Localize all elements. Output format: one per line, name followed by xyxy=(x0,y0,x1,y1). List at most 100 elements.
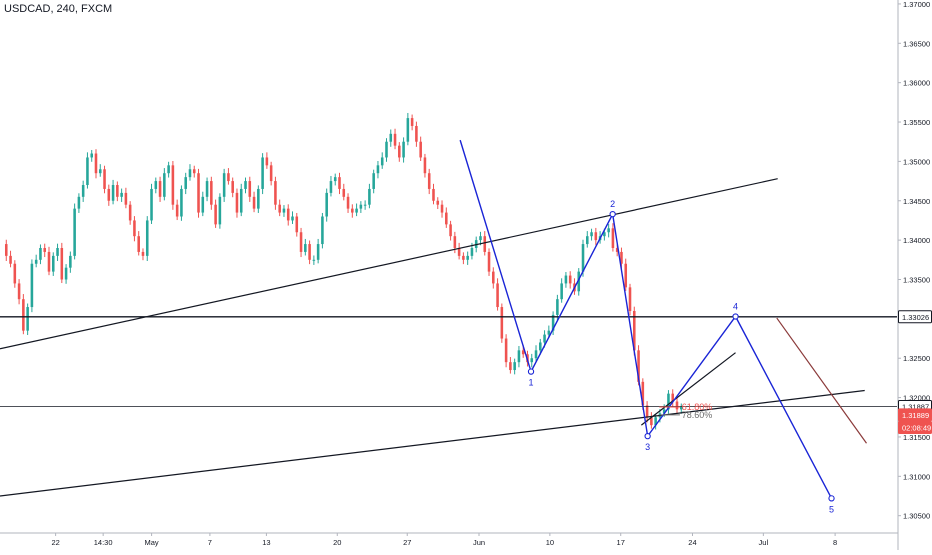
candle-body xyxy=(274,181,277,205)
candle-body xyxy=(150,188,153,221)
candle-body xyxy=(26,307,29,331)
candle-body xyxy=(158,181,162,197)
candle-body xyxy=(632,310,636,351)
candle-body xyxy=(107,188,111,201)
candle-body xyxy=(4,244,8,256)
time-tick-label: 13 xyxy=(262,538,270,547)
candle-body xyxy=(210,181,213,205)
candle-body xyxy=(393,133,397,146)
candle-body xyxy=(432,188,435,201)
price-axis-background xyxy=(898,0,932,550)
time-tick-label: 10 xyxy=(546,538,554,547)
candle-body xyxy=(611,228,615,248)
candle-body xyxy=(351,208,354,213)
candle-body xyxy=(440,204,444,213)
candle-body xyxy=(671,393,675,402)
time-tick-label: 14:30 xyxy=(94,538,113,547)
price-tick-label: 1.33500 xyxy=(903,275,930,284)
candle-body xyxy=(346,196,350,209)
candle-body xyxy=(257,188,260,209)
wave-point xyxy=(527,368,535,375)
candle-body xyxy=(261,157,264,189)
symbol-title: USDCAD, 240, FXCM xyxy=(4,3,113,15)
price-tick-label: 1.34500 xyxy=(903,197,930,206)
candle-body xyxy=(449,224,452,237)
candle-body xyxy=(457,247,461,256)
candle-body xyxy=(406,118,410,142)
candle-body xyxy=(410,118,414,126)
candle-body xyxy=(607,228,610,233)
candle-body xyxy=(645,405,649,418)
price-axis-group: 1.30500 1.31000 1.31500 1.32000 1.32500 1.330… xyxy=(897,0,932,550)
time-tick-label: 8 xyxy=(833,538,837,547)
candle-body xyxy=(342,188,346,197)
drawing-lines-group xyxy=(0,178,897,497)
candle-body xyxy=(543,334,546,343)
candle-body xyxy=(628,287,632,311)
candle-body xyxy=(325,192,328,217)
candle-body xyxy=(470,247,474,256)
price-tick-label: 1.32000 xyxy=(903,394,930,403)
candle-body xyxy=(175,204,179,217)
price-tick-label: 1.31500 xyxy=(903,433,930,442)
price-tick-label: 1.32500 xyxy=(903,354,930,363)
wave-group: 1 2 3 4 5 61.80%78.60% xyxy=(459,139,835,514)
candle-body xyxy=(568,275,572,284)
candle-body xyxy=(338,177,341,189)
candle-body xyxy=(133,220,136,237)
candle-body xyxy=(534,350,538,359)
wave-label-4: 4 xyxy=(733,301,738,311)
time-tick-label: 7 xyxy=(208,538,212,547)
candle-body xyxy=(222,173,226,197)
candle-body xyxy=(615,247,619,252)
price-tick-label: 1.36000 xyxy=(903,79,930,88)
candle-body xyxy=(376,165,380,174)
candle-body xyxy=(650,417,653,426)
candle-body xyxy=(265,157,269,166)
candle-body xyxy=(675,401,679,410)
fib-label: 61.80% xyxy=(682,402,713,412)
candle-body xyxy=(500,307,504,339)
candle-body xyxy=(321,216,324,245)
candle-body xyxy=(594,232,598,241)
candle-body xyxy=(419,141,422,158)
price-tick-label: 1.31000 xyxy=(903,472,930,481)
candle-body xyxy=(197,173,200,213)
price-tag-label: 1.31887 xyxy=(902,402,929,411)
candle-body xyxy=(333,177,337,182)
candle-body xyxy=(269,165,273,182)
time-tick-label: 20 xyxy=(333,538,341,547)
time-tick-label: Jul xyxy=(759,538,769,547)
candle-body xyxy=(483,236,487,252)
candle-body xyxy=(47,251,51,272)
candle-body xyxy=(423,157,427,174)
wave-label-3: 3 xyxy=(645,442,650,452)
candle-body xyxy=(620,251,623,264)
candle-body xyxy=(359,204,363,209)
candle-body xyxy=(496,283,499,308)
candle-body xyxy=(556,299,559,315)
candle-body xyxy=(218,196,222,225)
fib-label: 78.60% xyxy=(682,410,713,420)
candle-body xyxy=(445,212,448,225)
wave-point xyxy=(609,210,616,218)
candle-body xyxy=(9,255,12,264)
candle-body xyxy=(513,362,516,371)
time-tick-label: May xyxy=(145,538,159,547)
candle-body xyxy=(667,393,670,410)
candle-body xyxy=(252,196,256,209)
candle-body xyxy=(201,196,205,213)
lower-channel-line xyxy=(0,389,865,497)
candle-body xyxy=(329,181,333,193)
candle-body xyxy=(380,157,384,166)
candle-body xyxy=(577,271,581,292)
candle-body xyxy=(239,188,243,213)
candle-body xyxy=(564,275,568,284)
candle-body xyxy=(248,181,252,197)
candle-body xyxy=(462,255,465,260)
candle-body xyxy=(103,169,106,189)
candle-body xyxy=(398,145,401,158)
candle-body xyxy=(116,185,119,197)
